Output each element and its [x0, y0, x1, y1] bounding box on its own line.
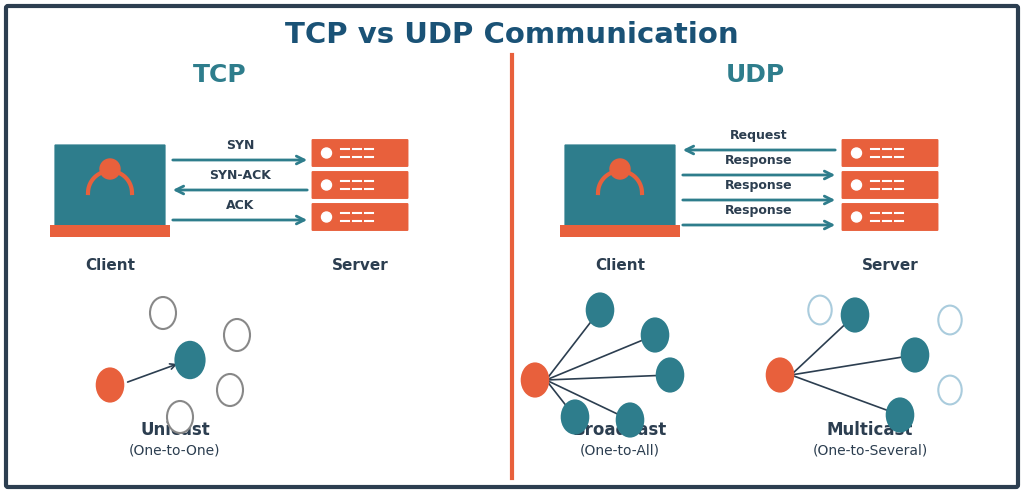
Circle shape	[852, 212, 861, 222]
Text: Response: Response	[725, 154, 793, 167]
Text: SYN: SYN	[226, 139, 254, 152]
Circle shape	[322, 180, 332, 190]
Text: (One-to-One): (One-to-One)	[129, 443, 221, 457]
Ellipse shape	[586, 292, 614, 328]
Ellipse shape	[520, 362, 549, 397]
Ellipse shape	[615, 402, 644, 438]
FancyBboxPatch shape	[50, 225, 170, 237]
Text: Response: Response	[725, 179, 793, 192]
Circle shape	[610, 159, 630, 179]
FancyBboxPatch shape	[310, 202, 410, 232]
FancyBboxPatch shape	[841, 202, 939, 232]
FancyBboxPatch shape	[563, 143, 677, 227]
Text: Client: Client	[595, 257, 645, 273]
Ellipse shape	[808, 296, 831, 324]
Text: TCP: TCP	[194, 63, 247, 87]
Ellipse shape	[217, 374, 243, 406]
FancyBboxPatch shape	[310, 170, 410, 200]
Ellipse shape	[938, 306, 962, 334]
Text: Response: Response	[725, 204, 793, 217]
Ellipse shape	[167, 401, 193, 433]
Ellipse shape	[901, 337, 930, 373]
Text: Multicast: Multicast	[826, 421, 913, 439]
FancyBboxPatch shape	[841, 170, 939, 200]
Ellipse shape	[886, 397, 914, 432]
Text: UDP: UDP	[725, 63, 784, 87]
FancyBboxPatch shape	[6, 6, 1018, 487]
Text: Request: Request	[730, 129, 787, 142]
Circle shape	[322, 148, 332, 158]
Ellipse shape	[655, 357, 684, 392]
Text: TCP vs UDP Communication: TCP vs UDP Communication	[286, 21, 738, 49]
Text: Unicast: Unicast	[140, 421, 210, 439]
Text: Client: Client	[85, 257, 135, 273]
Ellipse shape	[561, 399, 589, 435]
Circle shape	[852, 148, 861, 158]
Text: Broadcast: Broadcast	[572, 421, 667, 439]
FancyBboxPatch shape	[560, 225, 680, 237]
FancyBboxPatch shape	[310, 138, 410, 168]
Ellipse shape	[224, 319, 250, 351]
Text: Server: Server	[861, 257, 919, 273]
Ellipse shape	[938, 376, 962, 404]
Text: (One-to-All): (One-to-All)	[580, 443, 660, 457]
Text: Server: Server	[332, 257, 388, 273]
Ellipse shape	[841, 297, 869, 333]
Text: ACK: ACK	[226, 199, 254, 212]
Text: (One-to-Several): (One-to-Several)	[812, 443, 928, 457]
FancyBboxPatch shape	[53, 143, 167, 227]
Text: SYN-ACK: SYN-ACK	[209, 169, 271, 182]
Ellipse shape	[766, 357, 795, 392]
FancyBboxPatch shape	[841, 138, 939, 168]
Circle shape	[322, 212, 332, 222]
Circle shape	[100, 159, 120, 179]
Ellipse shape	[150, 297, 176, 329]
Ellipse shape	[95, 367, 124, 403]
Ellipse shape	[641, 317, 670, 352]
Circle shape	[852, 180, 861, 190]
Ellipse shape	[174, 341, 206, 379]
